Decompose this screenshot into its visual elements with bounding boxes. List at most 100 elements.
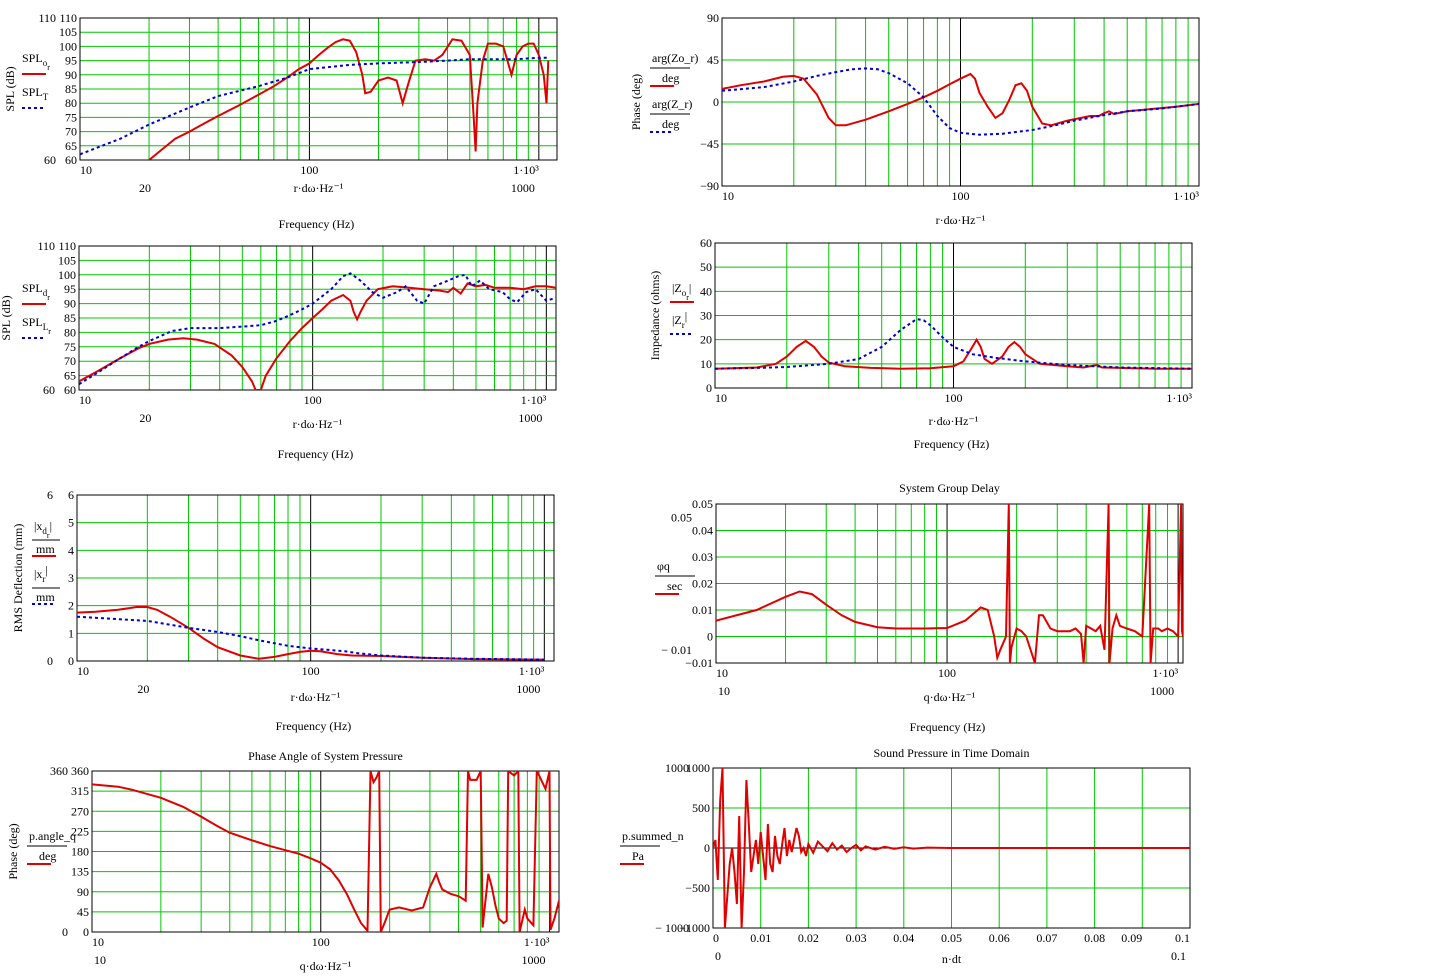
x-marker-label: 1000 <box>511 181 535 195</box>
y-axis-label: Phase (deg) <box>629 74 643 130</box>
x-tick-label: 0.07 <box>1036 931 1057 945</box>
x-marker-label: 10 <box>718 684 730 698</box>
series-SPLT <box>80 56 549 156</box>
legend-label: |xr| <box>34 563 48 584</box>
chart-phase_z: −90 −45 0 45 90 10 100 1·10³ r·dω·Hz⁻¹ Phase (deg… <box>629 11 1200 227</box>
y-tick-label: −500 <box>685 881 710 895</box>
x-tick-label: 10 <box>92 935 104 949</box>
x-marker-label: 20 <box>139 411 151 425</box>
x-axis-label: Frequency (Hz) <box>278 447 354 461</box>
legend: SPLdr SPLLr <box>22 281 51 339</box>
y-tick-label: 110 <box>58 239 76 253</box>
y-tick-label: 0 <box>704 841 710 855</box>
plot-frame <box>76 494 555 662</box>
y-tick-label: 2 <box>68 599 74 613</box>
y-tick-label: 95 <box>64 282 76 296</box>
plot-frame <box>79 17 558 161</box>
legend-label: arg(Z_r) <box>652 97 692 111</box>
y-tick-label: 90 <box>64 297 76 311</box>
series-xd <box>77 606 545 661</box>
series-SPLL <box>79 272 556 386</box>
legend: |xdr| mm |xr| mm <box>32 519 60 605</box>
y-tick-label: 70 <box>64 354 76 368</box>
x-tick-label: 0 <box>713 931 719 945</box>
y-marker-label: 360 <box>50 764 68 778</box>
x-tick-label: 100 <box>952 189 970 203</box>
x-expression: r·dω·Hz⁻¹ <box>936 213 986 227</box>
x-expression: r·dω·Hz⁻¹ <box>291 690 341 704</box>
x-tick-label: 0.1 <box>1175 931 1190 945</box>
x-expression: r·dω·Hz⁻¹ <box>929 414 979 428</box>
y-tick-label: 0.03 <box>692 550 713 564</box>
chart-title: Phase Angle of System Pressure <box>248 749 403 763</box>
y-tick-label: 85 <box>64 311 76 325</box>
y-tick-label: 0 <box>713 95 719 109</box>
y-tick-label: 75 <box>64 340 76 354</box>
y-tick-label: 0 <box>83 925 89 939</box>
legend-label: arg(Zo_r) <box>652 51 698 65</box>
x-tick-label: 1·10³ <box>521 393 547 407</box>
series-argZo <box>722 72 1199 127</box>
x-marker-label: 20 <box>137 682 149 696</box>
y-tick-label: 135 <box>71 865 89 879</box>
y-tick-label: −0.01 <box>685 656 713 670</box>
legend: φq sec <box>655 559 695 595</box>
y-axis-label: SPL (dB) <box>0 295 13 340</box>
y-tick-label: 0.05 <box>692 497 713 511</box>
legend: SPLor SPLT <box>22 51 50 109</box>
x-axis-label: Frequency (Hz) <box>276 719 352 733</box>
x-marker-label: 1000 <box>522 953 546 967</box>
y-tick-label: 45 <box>77 905 89 919</box>
x-expression: r·dω·Hz⁻¹ <box>294 181 344 195</box>
y-tick-label: 90 <box>77 885 89 899</box>
x-tick-label: 1·10³ <box>1153 666 1179 680</box>
plot-frame <box>91 770 560 933</box>
y-tick-label: 100 <box>59 39 77 53</box>
x-axis-label: Frequency (Hz) <box>914 437 990 451</box>
y-tick-label: 0.04 <box>692 524 713 538</box>
legend-denominator: deg <box>662 117 679 131</box>
y-tick-label: 100 <box>58 268 76 282</box>
legend-denominator: deg <box>39 849 56 863</box>
y-tick-label: −90 <box>700 179 719 193</box>
y-tick-label: 180 <box>71 845 89 859</box>
y-marker-label: 6 <box>47 488 53 502</box>
y-marker-label: 110 <box>38 11 56 25</box>
series-argZ <box>722 67 1199 136</box>
y-tick-label: 70 <box>65 125 77 139</box>
x-axis-label: Frequency (Hz) <box>910 720 986 734</box>
plot-frame <box>78 245 557 391</box>
chart-deflection: 0 1 2 3 4 5 6 0 6 10 100 1·10³ 20 1000 r·dω·Hz⁻¹ Freque… <box>11 488 555 733</box>
y-marker-label: 60 <box>44 153 56 167</box>
y-tick-label: 315 <box>71 784 89 798</box>
x-expression: q·dω·Hz⁻¹ <box>300 959 352 973</box>
y-tick-label: 20 <box>700 333 712 347</box>
x-marker-label: 0.1 <box>1171 949 1186 963</box>
chart-title: Sound Pressure in Time Domain <box>873 746 1029 760</box>
series-x <box>77 615 545 661</box>
x-tick-label: 100 <box>312 935 330 949</box>
y-marker-label: 1000 <box>665 761 689 775</box>
y-axis-label: Phase (deg) <box>6 823 20 879</box>
y-tick-label: 360 <box>71 764 89 778</box>
x-tick-label: 0.02 <box>798 931 819 945</box>
x-tick-label: 1·10³ <box>524 935 550 949</box>
x-marker-label: 10 <box>94 953 106 967</box>
y-tick-label: 60 <box>65 153 77 167</box>
y-tick-label: 3 <box>68 571 74 585</box>
y-tick-label: 0 <box>706 381 712 395</box>
y-marker-label: − 1000 <box>655 921 689 935</box>
y-tick-label: 90 <box>65 68 77 82</box>
y-tick-label: 65 <box>65 139 77 153</box>
y-tick-label: 95 <box>65 54 77 68</box>
x-tick-label: 0.08 <box>1084 931 1105 945</box>
y-tick-label: 65 <box>64 369 76 383</box>
x-tick-label: 10 <box>722 189 734 203</box>
series-SPLo <box>148 38 550 160</box>
x-tick-label: 0.01 <box>750 931 771 945</box>
y-tick-label: 80 <box>65 96 77 110</box>
